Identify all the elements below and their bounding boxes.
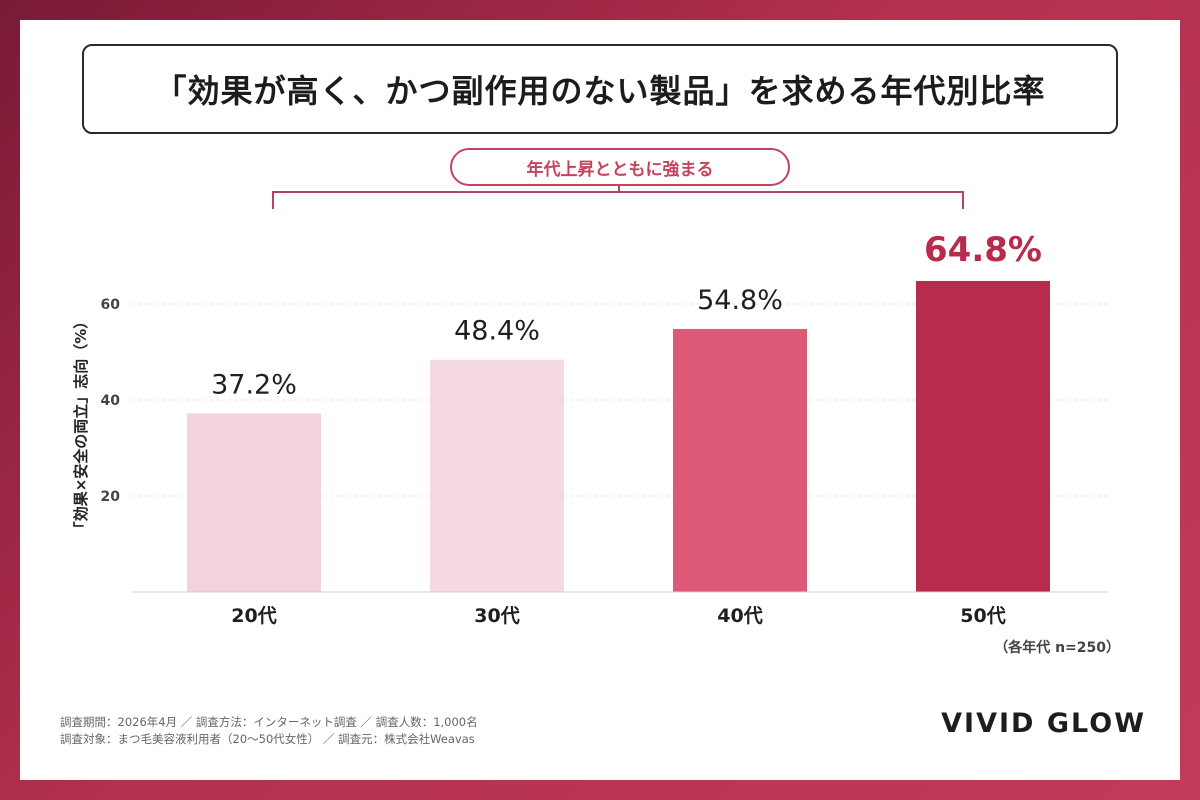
- x-tick-label-50代: 50代: [960, 605, 1005, 627]
- annotation-pill: 年代上昇とともに強まる: [450, 148, 790, 186]
- title-box: 「効果が高く、かつ副作用のない製品」を求める年代別比率: [82, 44, 1118, 134]
- bar-50代: [916, 280, 1050, 592]
- value-label-20代: 37.2%: [211, 369, 297, 400]
- survey-footer: 調査期間：2026年4月 ／ 調査方法：インターネット調査 ／ 調査人数：1,0…: [60, 714, 478, 748]
- value-label-50代: 64.8%: [924, 230, 1042, 270]
- bar-chart: 37.2% 48.4% 54.8% 64.8% 20 40 60 「効果×安全の両立」志向（…: [72, 230, 1120, 656]
- chart-card: 「効果が高く、かつ副作用のない製品」を求める年代別比率 年代上昇とともに強まる …: [20, 20, 1180, 780]
- brand-logo: VIVID GLOW: [941, 708, 1146, 739]
- sample-size-note: （各年代 n=250）: [994, 639, 1120, 656]
- x-tick-label-20代: 20代: [231, 605, 276, 627]
- footer-line-2: 調査対象：まつ毛美容液利用者（20〜50代女性） ／ 調査元：株式会社Weava…: [60, 732, 475, 746]
- value-label-30代: 48.4%: [454, 316, 540, 347]
- annotation-bracket-stem: [618, 185, 620, 192]
- bar-40代: [673, 328, 807, 592]
- bar-30代: [430, 359, 564, 592]
- annotation-bracket: [272, 191, 964, 209]
- footer-line-1: 調査期間：2026年4月 ／ 調査方法：インターネット調査 ／ 調査人数：1,0…: [60, 715, 478, 729]
- y-axis-label: 「効果×安全の両立」志向（%）: [72, 314, 90, 537]
- value-label-40代: 54.8%: [697, 285, 783, 316]
- annotation-text: 年代上昇とともに強まる: [526, 159, 714, 180]
- x-tick-label-40代: 40代: [717, 605, 762, 627]
- y-tick-label-60: 60: [101, 297, 121, 313]
- y-tick-label-20: 20: [101, 489, 121, 505]
- chart-title: 「効果が高く、かつ副作用のない製品」を求める年代別比率: [154, 72, 1046, 110]
- bar-20代: [187, 413, 321, 592]
- x-tick-label-30代: 30代: [474, 605, 519, 627]
- y-tick-label-40: 40: [101, 393, 121, 409]
